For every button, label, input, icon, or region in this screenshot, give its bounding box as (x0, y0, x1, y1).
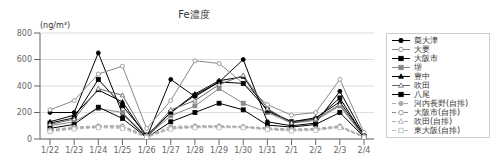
html-text:東大阪(自排): 東大阪(自排) (414, 126, 461, 135)
svg-text:1/31: 1/31 (258, 146, 276, 155)
svg-text:1/23: 1/23 (65, 146, 83, 155)
html-text:吹田: 吹田 (414, 81, 430, 90)
html-text:吹田(自排): 吹田(自排) (414, 117, 453, 126)
html-text:(ng/m³): (ng/m³) (40, 21, 71, 30)
html-text:奠大津: 奠大津 (414, 36, 438, 45)
svg-text:0: 0 (27, 135, 32, 144)
svg-text:2/2: 2/2 (309, 146, 322, 155)
html-text:Fe濃度: Fe濃度 (178, 9, 210, 20)
svg-text:1/27: 1/27 (162, 146, 180, 155)
svg-text:1/29: 1/29 (210, 146, 228, 155)
html-text:大阪市: 大阪市 (414, 54, 438, 63)
svg-text:400: 400 (17, 82, 32, 91)
svg-text:1/25: 1/25 (113, 146, 131, 155)
html-text:豊中: 豊中 (414, 72, 430, 81)
html-text:堺: 堺 (414, 63, 422, 72)
svg-text:1/30: 1/30 (234, 146, 252, 155)
svg-text:1/28: 1/28 (186, 146, 204, 155)
svg-text:2/3: 2/3 (333, 146, 346, 155)
svg-text:600: 600 (17, 55, 32, 64)
html-text:大要: 大要 (414, 45, 430, 54)
svg-text:200: 200 (17, 108, 32, 117)
svg-text:1/24: 1/24 (89, 146, 107, 155)
html-text:大阪市(自排): 大阪市(自排) (414, 108, 461, 117)
html-text:河内長野(自排): 河内長野(自排) (414, 99, 469, 108)
svg-text:1/26: 1/26 (138, 146, 156, 155)
svg-text:800: 800 (17, 29, 32, 38)
html-text:八尾: 八尾 (414, 90, 430, 99)
svg-text:2/1: 2/1 (285, 146, 298, 155)
svg-text:2/4: 2/4 (358, 146, 371, 155)
svg-text:1/22: 1/22 (41, 146, 59, 155)
